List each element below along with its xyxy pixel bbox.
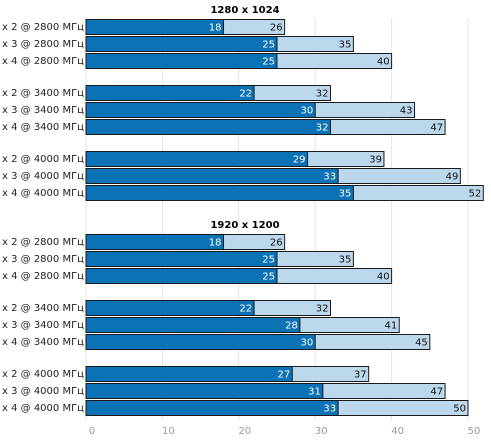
value-label: 25 (262, 255, 275, 266)
x-tick-label: 0 (89, 426, 95, 437)
y-tick-label: x 3 @ 2800 МГц (2, 254, 84, 265)
bar (85, 119, 331, 135)
value-label: 47 (430, 123, 443, 134)
value-label: 29 (293, 155, 306, 166)
y-tick-label: x 2 @ 4000 МГц (2, 369, 84, 380)
bar (85, 383, 324, 399)
value-label: 30 (300, 338, 313, 349)
bar (85, 185, 354, 201)
value-label: 22 (239, 89, 252, 100)
value-label: 35 (339, 40, 352, 51)
bar (85, 251, 278, 267)
bar (85, 85, 255, 101)
chart-title: 1280 x 1024 (210, 5, 279, 16)
bar (85, 334, 316, 350)
bar (85, 234, 225, 250)
bar (85, 36, 278, 52)
y-tick-label: x 3 @ 3400 МГц (2, 320, 84, 331)
value-label: 40 (377, 57, 390, 68)
y-tick-label: x 3 @ 2800 МГц (2, 39, 84, 50)
value-label: 31 (308, 387, 321, 398)
value-label: 47 (430, 387, 443, 398)
bar (85, 317, 301, 333)
value-label: 45 (415, 338, 428, 349)
value-label: 39 (369, 155, 382, 166)
value-label: 18 (209, 23, 222, 34)
value-label: 33 (323, 172, 336, 183)
value-label: 32 (316, 89, 329, 100)
bar (85, 400, 339, 416)
x-tick-label: 30 (315, 426, 328, 437)
x-tick-label: 20 (238, 426, 251, 437)
y-tick-label: x 3 @ 4000 МГц (2, 386, 84, 397)
value-label: 33 (323, 404, 336, 415)
value-label: 35 (339, 189, 352, 200)
y-tick-label: x 3 @ 4000 МГц (2, 171, 84, 182)
value-label: 50 (453, 404, 466, 415)
value-label: 52 (469, 189, 482, 200)
value-label: 25 (262, 272, 275, 283)
bar (85, 102, 316, 118)
y-tick-label: x 4 @ 4000 МГц (2, 188, 84, 199)
value-label: 30 (300, 106, 313, 117)
y-tick-label: x 4 @ 3400 МГц (2, 337, 84, 348)
chart-title: 1920 x 1200 (210, 220, 279, 231)
value-label: 32 (316, 304, 329, 315)
y-tick-label: x 4 @ 3400 МГц (2, 122, 84, 133)
y-tick-label: x 2 @ 3400 МГц (2, 303, 84, 314)
y-tick-label: x 2 @ 2800 МГц (2, 22, 84, 33)
y-tick-label: x 2 @ 4000 МГц (2, 154, 84, 165)
x-tick-label: 50 (468, 426, 481, 437)
value-label: 43 (400, 106, 413, 117)
value-label: 26 (270, 23, 283, 34)
value-label: 28 (285, 321, 298, 332)
bar (85, 300, 255, 316)
value-label: 40 (377, 272, 390, 283)
y-tick-label: x 4 @ 4000 МГц (2, 403, 84, 414)
bar (85, 268, 278, 284)
value-label: 18 (209, 238, 222, 249)
value-label: 49 (446, 172, 459, 183)
value-label: 37 (354, 370, 367, 381)
x-tick-label: 40 (391, 426, 404, 437)
value-label: 35 (339, 255, 352, 266)
value-label: 27 (278, 370, 291, 381)
value-label: 41 (385, 321, 398, 332)
bar (85, 19, 225, 35)
value-label: 25 (262, 57, 275, 68)
x-tick-label: 10 (162, 426, 175, 437)
value-label: 22 (239, 304, 252, 315)
value-label: 32 (316, 123, 329, 134)
y-tick-label: x 2 @ 2800 МГц (2, 237, 84, 248)
y-tick-label: x 3 @ 3400 МГц (2, 105, 84, 116)
bar (85, 168, 339, 184)
bar (85, 366, 293, 382)
bar (85, 151, 309, 167)
y-tick-label: x 4 @ 2800 МГц (2, 271, 84, 282)
y-tick-label: x 2 @ 3400 МГц (2, 88, 84, 99)
bar (85, 53, 278, 69)
value-label: 25 (262, 40, 275, 51)
y-tick-label: x 4 @ 2800 МГц (2, 56, 84, 67)
value-label: 26 (270, 238, 283, 249)
